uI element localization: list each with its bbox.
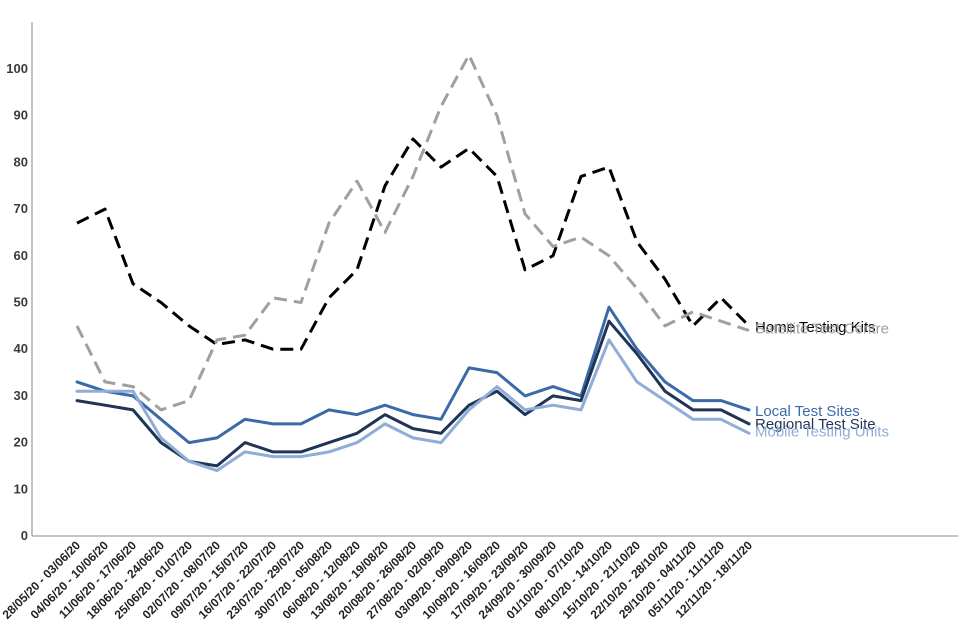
series-line-satellite-test-centre <box>75 53 750 412</box>
y-tick-label: 0 <box>21 528 28 543</box>
series-line-mobile-testing-units <box>75 338 751 473</box>
y-tick-label: 60 <box>14 248 28 263</box>
y-tick-label: 10 <box>14 481 28 496</box>
y-tick-label: 30 <box>14 388 28 403</box>
y-tick-label: 80 <box>14 154 28 169</box>
series-line-local-test-sites <box>75 305 751 445</box>
y-tick-label: 90 <box>14 108 28 123</box>
series-lines <box>75 53 751 473</box>
y-tick-label: 20 <box>14 435 28 450</box>
series-line-regional-test-site <box>75 319 751 468</box>
series-label-home-testing-kits: Home Testing Kits <box>755 319 876 336</box>
series-line-home-testing-kits <box>76 137 751 351</box>
series-label-satellite-test-centre: Satellite Test Centre <box>755 321 889 338</box>
series-label-mobile-testing-units: Mobile Testing Units <box>755 423 889 440</box>
y-tick-label: 100 <box>6 61 28 76</box>
y-tick-label: 50 <box>14 295 28 310</box>
y-tick-label: 40 <box>14 341 28 356</box>
series-label-regional-test-site: Regional Test Site <box>755 416 876 433</box>
series-label-local-test-sites: Local Test Sites <box>755 403 860 420</box>
y-axis-ticks: 0 10 20 30 40 50 60 70 80 90 100 <box>6 61 28 543</box>
y-tick-label: 70 <box>14 201 28 216</box>
